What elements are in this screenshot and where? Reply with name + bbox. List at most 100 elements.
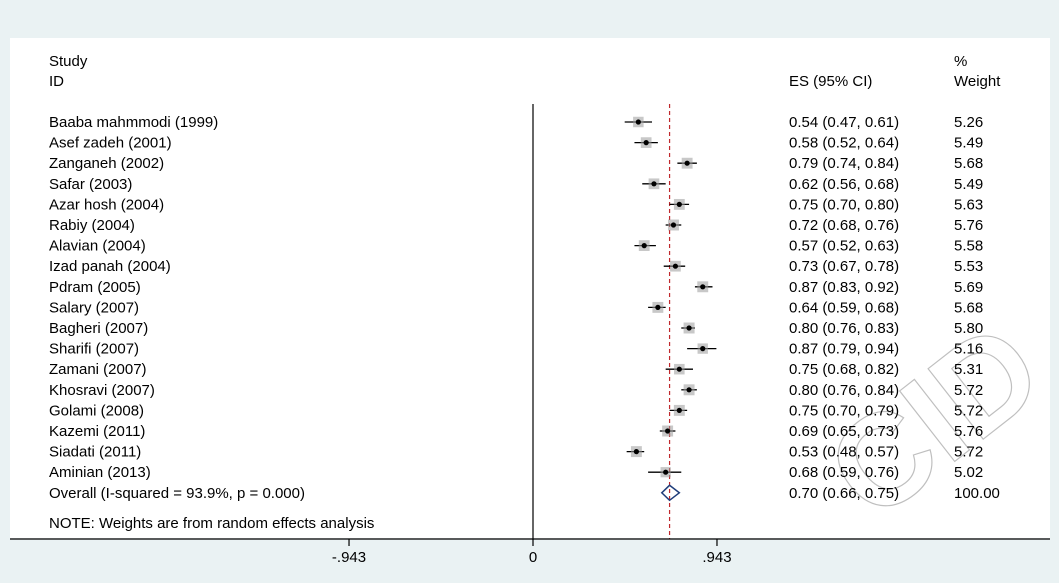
- header-weight: Weight: [954, 73, 1001, 90]
- study-weight: 5.26: [954, 114, 983, 131]
- study-row: Safar (2003) 0.62 (0.56, 0.68) 5.49: [49, 176, 983, 193]
- overall-label: Overall (I-squared = 93.9%, p = 0.000): [49, 485, 305, 502]
- study-weight: 5.80: [954, 320, 983, 337]
- study-point: [676, 201, 682, 207]
- study-es-ci: 0.87 (0.79, 0.94): [789, 341, 899, 358]
- study-row: Rabiy (2004) 0.72 (0.68, 0.76) 5.76: [49, 217, 983, 234]
- study-point: [676, 366, 682, 372]
- study-row: Kazemi (2011) 0.69 (0.65, 0.73) 5.76: [49, 423, 983, 440]
- study-label: Golami (2008): [49, 402, 144, 419]
- x-tick-label: .943: [702, 549, 731, 566]
- plot-panel: [10, 38, 1050, 538]
- study-row: Zamani (2007) 0.75 (0.68, 0.82) 5.31: [49, 361, 983, 378]
- footnote-note: NOTE: Weights are from random effects an…: [49, 515, 374, 532]
- study-label: Izad panah (2004): [49, 258, 171, 275]
- study-es-ci: 0.69 (0.65, 0.73): [789, 423, 899, 440]
- overall-row: Overall (I-squared = 93.9%, p = 0.000) 0.…: [49, 484, 1000, 502]
- study-label: Kazemi (2011): [49, 423, 145, 440]
- study-weight: 5.58: [954, 238, 983, 255]
- study-es-ci: 0.79 (0.74, 0.84): [789, 155, 899, 172]
- study-label: Asef zadeh (2001): [49, 135, 172, 152]
- study-row: Asef zadeh (2001) 0.58 (0.52, 0.64) 5.49: [49, 135, 983, 152]
- study-weight: 5.72: [954, 402, 983, 419]
- study-label: Zamani (2007): [49, 361, 147, 378]
- study-label: Bagheri (2007): [49, 320, 148, 337]
- study-row: Izad panah (2004) 0.73 (0.67, 0.78) 5.53: [49, 258, 983, 275]
- study-row: Zanganeh (2002) 0.79 (0.74, 0.84) 5.68: [49, 155, 983, 172]
- overall-es-ci: 0.70 (0.66, 0.75): [789, 485, 899, 502]
- header-study: Study: [49, 53, 88, 70]
- header-es-ci: ES (95% CI): [789, 73, 872, 90]
- study-row: Aminian (2013) 0.68 (0.59, 0.76) 5.02: [49, 464, 983, 481]
- study-es-ci: 0.87 (0.83, 0.92): [789, 279, 899, 296]
- study-point: [672, 263, 679, 269]
- study-point: [643, 140, 649, 146]
- study-row: Siadati (2011) 0.53 (0.48, 0.57) 5.72: [49, 444, 983, 461]
- study-weight: 5.16: [954, 341, 983, 358]
- study-point: [700, 346, 706, 352]
- study-row: Baaba mahmmodi (1999) 0.54 (0.47, 0.61) 5.…: [49, 114, 983, 131]
- study-row: Alavian (2004) 0.57 (0.52, 0.63) 5.58: [49, 238, 983, 255]
- study-es-ci: 0.80 (0.76, 0.84): [789, 382, 899, 399]
- study-label: Alavian (2004): [49, 238, 146, 255]
- study-point: [655, 304, 661, 310]
- study-label: Khosravi (2007): [49, 382, 155, 399]
- study-row: Azar hosh (2004) 0.75 (0.70, 0.80) 5.63: [49, 196, 983, 213]
- study-row: Golami (2008) 0.75 (0.70, 0.79) 5.72: [49, 402, 983, 419]
- study-label: Rabiy (2004): [49, 217, 135, 234]
- study-es-ci: 0.73 (0.67, 0.78): [789, 258, 899, 275]
- x-tick-label: -.943: [332, 549, 366, 566]
- x-tick-label: 0: [529, 549, 537, 566]
- study-point: [663, 469, 669, 475]
- study-es-ci: 0.68 (0.59, 0.76): [789, 464, 899, 481]
- study-es-ci: 0.75 (0.70, 0.80): [789, 196, 899, 213]
- study-row: Khosravi (2007) 0.80 (0.76, 0.84) 5.72: [49, 382, 983, 399]
- study-es-ci: 0.54 (0.47, 0.61): [789, 114, 899, 131]
- study-label: Aminian (2013): [49, 464, 151, 481]
- study-es-ci: 0.58 (0.52, 0.64): [789, 135, 899, 152]
- study-weight: 5.53: [954, 258, 983, 275]
- study-weight: 5.31: [954, 361, 983, 378]
- study-row: Pdram (2005) 0.87 (0.83, 0.92) 5.69: [49, 279, 983, 296]
- study-es-ci: 0.53 (0.48, 0.57): [789, 444, 899, 461]
- header-id: ID: [49, 73, 64, 90]
- study-point: [665, 428, 671, 434]
- study-weight: 5.72: [954, 444, 983, 461]
- study-weight: 5.02: [954, 464, 983, 481]
- study-point: [635, 119, 641, 125]
- study-point: [700, 284, 706, 290]
- study-weight: 5.49: [954, 135, 983, 152]
- study-point: [676, 407, 682, 413]
- study-label: Baaba mahmmodi (1999): [49, 114, 218, 131]
- study-label: Pdram (2005): [49, 279, 141, 296]
- study-point: [651, 181, 657, 187]
- study-weight: 5.72: [954, 382, 983, 399]
- study-label: Azar hosh (2004): [49, 196, 164, 213]
- study-point: [633, 449, 640, 455]
- study-weight: 5.69: [954, 279, 983, 296]
- overall-weight: 100.00: [954, 485, 1000, 502]
- study-es-ci: 0.72 (0.68, 0.76): [789, 217, 899, 234]
- study-point: [641, 243, 647, 249]
- study-label: Siadati (2011): [49, 444, 141, 461]
- study-weight: 5.49: [954, 176, 983, 193]
- study-es-ci: 0.62 (0.56, 0.68): [789, 176, 899, 193]
- header-percent: %: [954, 53, 967, 70]
- study-weight: 5.63: [954, 196, 983, 213]
- overall-diamond: [660, 484, 681, 502]
- study-point: [686, 325, 692, 331]
- study-es-ci: 0.64 (0.59, 0.68): [789, 299, 899, 316]
- study-weight: 5.76: [954, 423, 983, 440]
- study-es-ci: 0.57 (0.52, 0.63): [789, 238, 899, 255]
- study-label: Zanganeh (2002): [49, 155, 164, 172]
- study-point: [686, 387, 692, 393]
- study-weight: 5.68: [954, 299, 983, 316]
- study-es-ci: 0.75 (0.68, 0.82): [789, 361, 899, 378]
- study-row: Salary (2007) 0.64 (0.59, 0.68) 5.68: [49, 299, 983, 316]
- study-label: Sharifi (2007): [49, 341, 139, 358]
- study-weight: 5.68: [954, 155, 983, 172]
- study-row: Sharifi (2007) 0.87 (0.79, 0.94) 5.16: [49, 341, 983, 358]
- study-row: Bagheri (2007) 0.80 (0.76, 0.83) 5.80: [49, 320, 983, 337]
- study-label: Safar (2003): [49, 176, 132, 193]
